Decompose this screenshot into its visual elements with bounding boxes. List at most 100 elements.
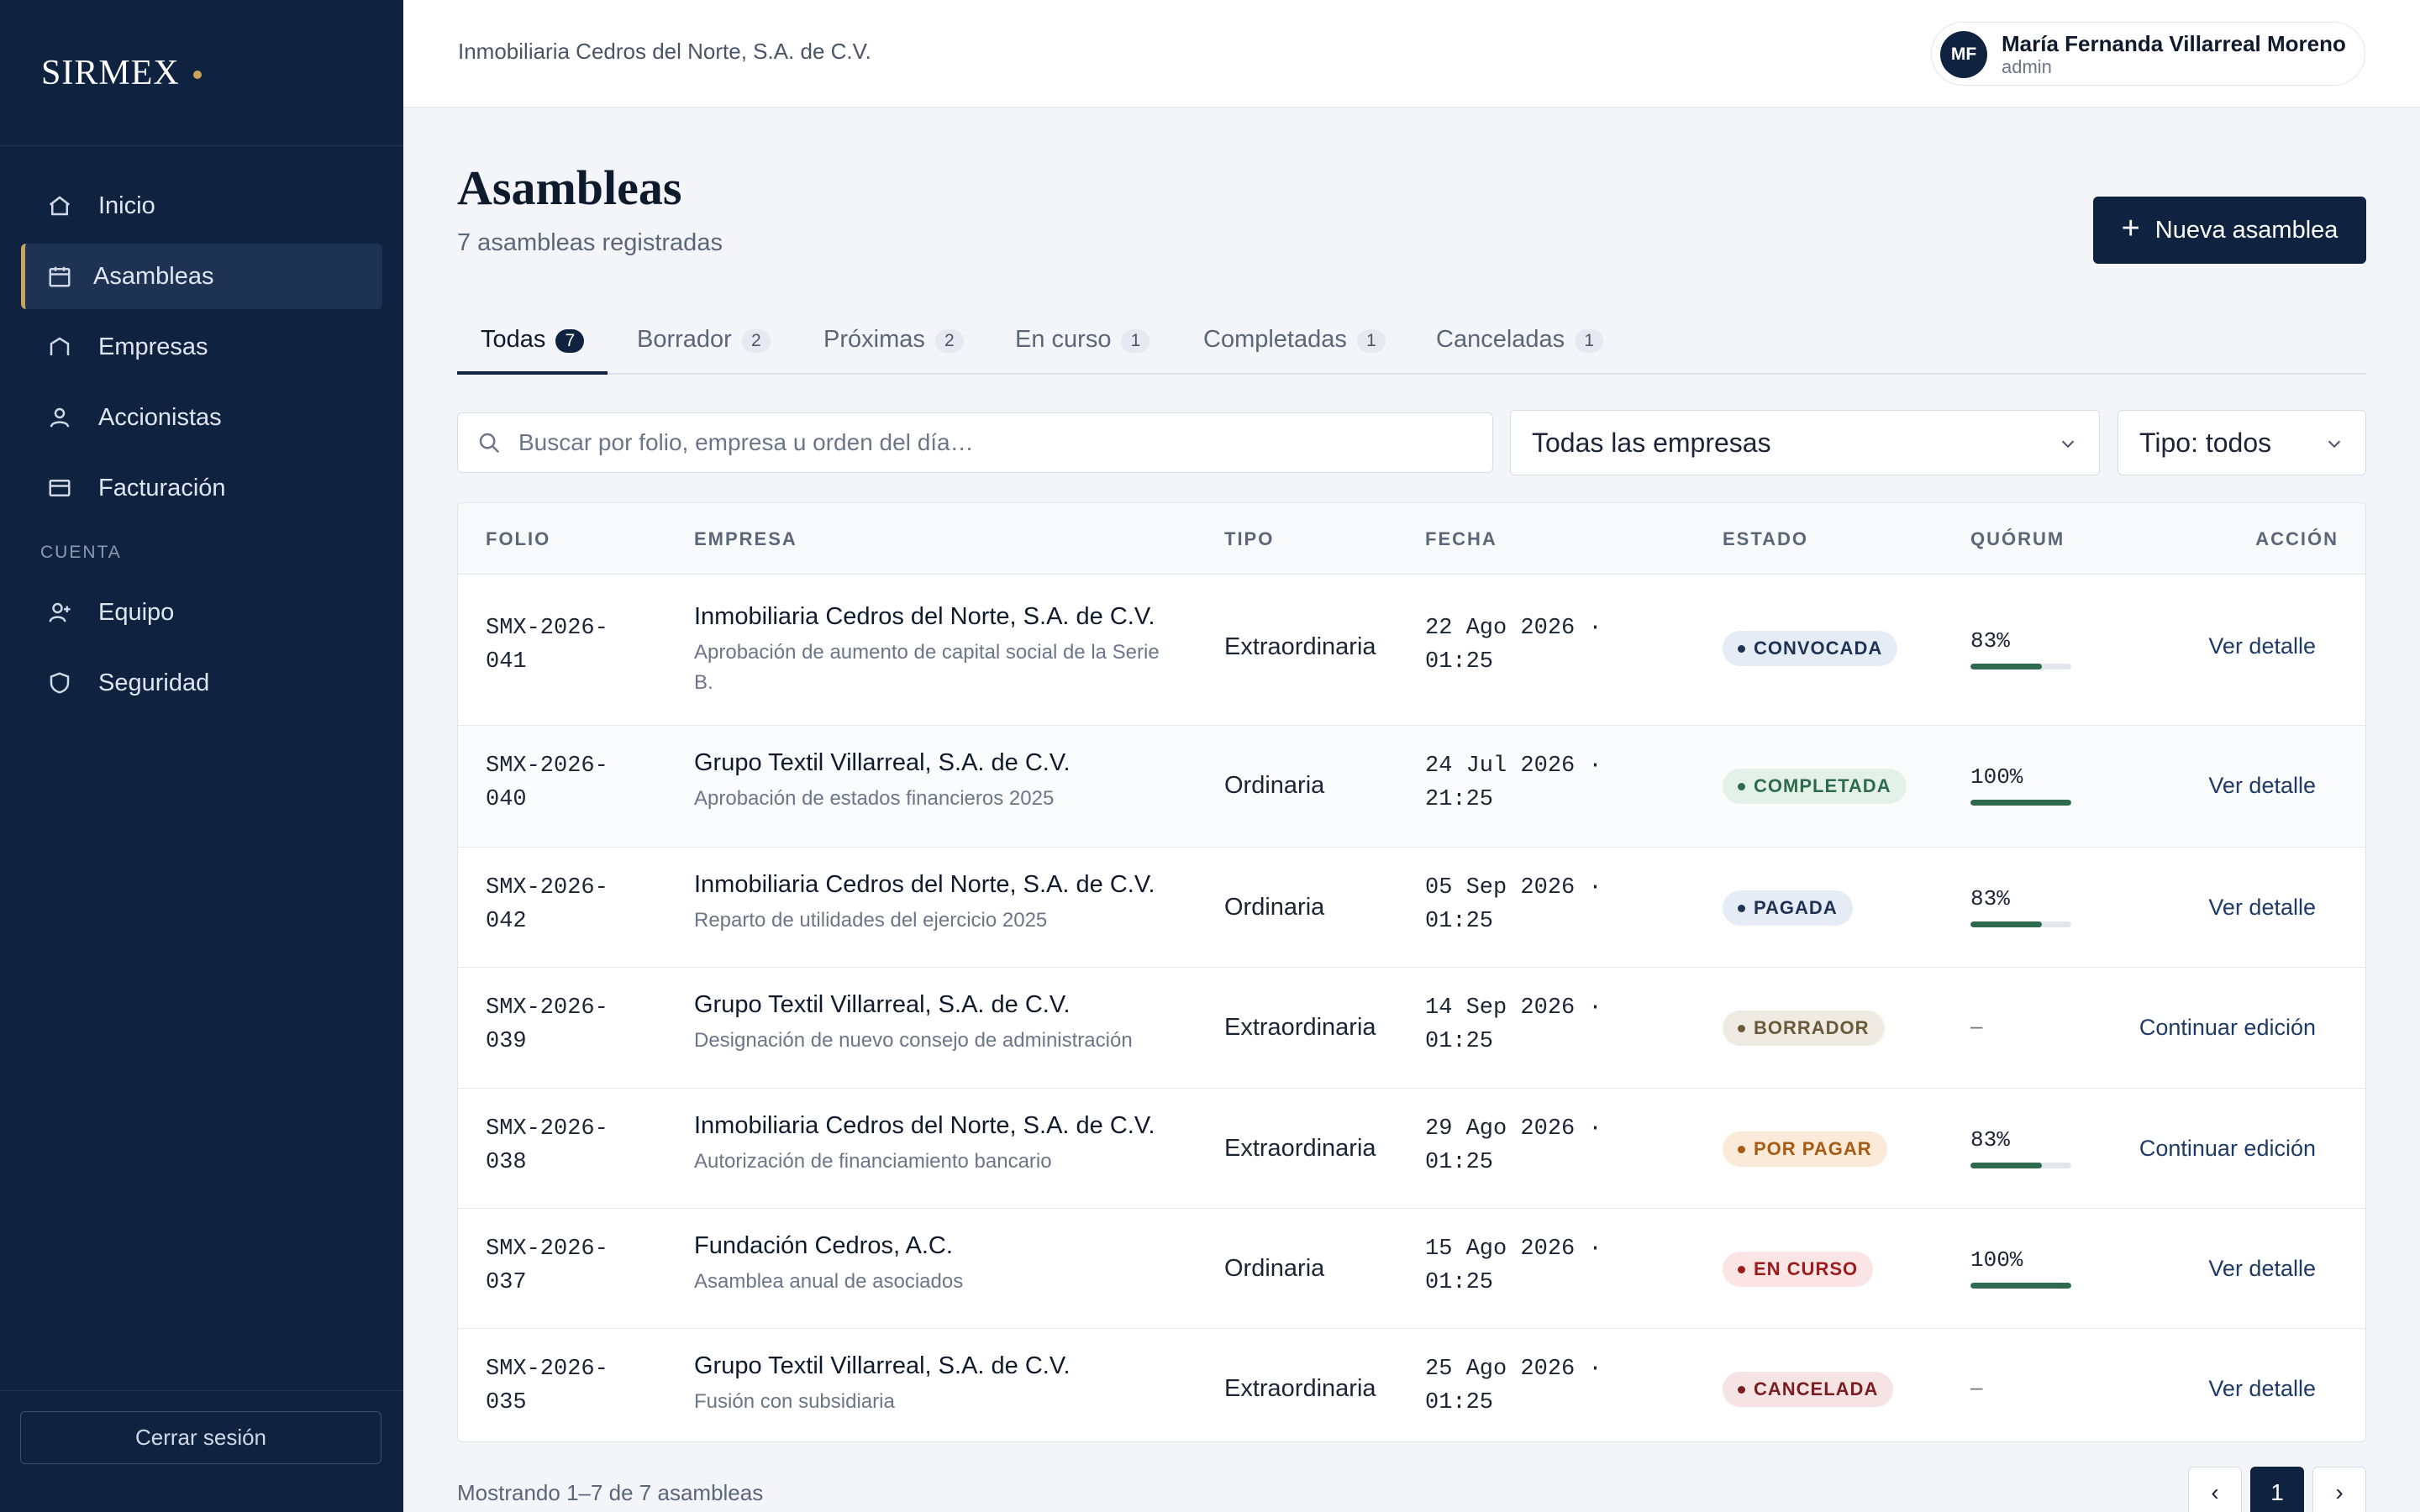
tab-borrador[interactable]: Borrador 2 [637,314,771,375]
status-badge: CONVOCADA [1723,631,1898,666]
tab-completadas[interactable]: Completadas 1 [1203,314,1386,375]
empresa-name: Grupo Textil Villarreal, S.A. de C.V. [694,1352,1071,1379]
estado-cell: CONVOCADA [1723,631,1898,666]
sidebar-item-label: Accionistas [98,403,222,431]
quorum-cell: 100% [1970,1247,2071,1289]
status-dot [1738,1145,1745,1153]
agenda-description: Aprobación de estados financieros 2025 [694,787,1055,810]
user-plus-icon [45,597,75,627]
tab-canceladas[interactable]: Canceladas 1 [1436,314,1604,375]
sidebar-item-label: Facturación [98,474,226,501]
tab-todas[interactable]: Todas 7 [457,314,608,375]
quorum-bar [1970,1283,2071,1289]
search-input[interactable] [518,429,1443,456]
tipo-cell: Ordinaria [1224,1255,1325,1282]
sidebar-item-accionistas[interactable]: Accionistas [21,385,382,450]
fecha-cell: 05 Sep 2026 · 01:25 [1425,871,1602,938]
page-1-button[interactable]: 1 [2250,1467,2304,1512]
sidebar-item-empresas[interactable]: Empresas [21,314,382,380]
table-row[interactable]: SMX-2026- 041 Inmobiliaria Cedros del No… [458,575,2365,726]
credit-card-icon [45,473,75,503]
tipo-cell: Extraordinaria [1224,1135,1376,1162]
folio-prefix: SMX-2026- [486,1116,608,1142]
column-header-folio[interactable]: FOLIO [486,528,551,549]
row-action-link[interactable]: Continuar edición [2139,1136,2316,1161]
folio-cell: SMX-2026- 040 [486,749,637,816]
column-header-quorum[interactable]: QUÓRUM [1970,528,2065,549]
row-action-link[interactable]: Ver detalle [2208,773,2316,798]
row-action-link[interactable]: Ver detalle [2208,1376,2316,1401]
table-row[interactable]: SMX-2026- 039 Grupo Textil Villarreal, S… [458,968,2365,1089]
tab-label: Completadas [1203,326,1347,353]
sidebar-item-facturacion[interactable]: Facturación [21,455,382,521]
table-row[interactable]: SMX-2026- 037 Fundación Cedros, A.C. Asa… [458,1209,2365,1329]
next-page-button[interactable]: › [2312,1467,2366,1512]
assemblies-table: FOLIO EMPRESA TIPO FECHA ESTADO QUÓRUM A… [457,502,2366,1442]
quorum-cell: – [1970,1374,1982,1400]
tab-proximas[interactable]: Próximas 2 [823,314,964,375]
quorum-bar-fill [1970,664,2042,669]
tab-en-curso[interactable]: En curso 1 [1015,314,1150,375]
status-dot [1738,782,1745,790]
tab-count: 2 [934,329,964,353]
folio-prefix: SMX-2026- [486,1357,608,1382]
column-header-tipo[interactable]: TIPO [1224,528,1275,549]
table-row[interactable]: SMX-2026- 042 Inmobiliaria Cedros del No… [458,848,2365,968]
row-action-link[interactable]: Ver detalle [2208,633,2316,659]
empresa-cell: Inmobiliaria Cedros del Norte, S.A. de C… [694,871,1173,936]
tab-label: Próximas [823,326,925,353]
row-action-link[interactable]: Ver detalle [2208,1256,2316,1281]
type-select[interactable]: Tipo: todos [2118,410,2366,475]
building-icon [45,332,75,362]
column-header-empresa[interactable]: EMPRESA [694,528,797,549]
status-dot [1738,1385,1745,1394]
row-action-link[interactable]: Ver detalle [2208,895,2316,920]
tab-count: 7 [555,329,585,353]
empresa-cell: Fundación Cedros, A.C. Asamblea anual de… [694,1232,1173,1297]
new-assembly-button[interactable]: + Nueva asamblea [2093,197,2366,264]
quorum-bar-fill [1970,1283,2071,1289]
shield-icon [45,668,75,698]
empresa-name: Grupo Textil Villarreal, S.A. de C.V. [694,749,1071,776]
sidebar-item-label: Empresas [98,333,208,360]
logout-button[interactable]: Cerrar sesión [20,1411,381,1464]
estado-cell: CANCELADA [1723,1372,1894,1407]
page-title: Asambleas [457,160,682,215]
sidebar-item-inicio[interactable]: Inicio [21,173,382,239]
sidebar-item-equipo[interactable]: Equipo [21,580,382,645]
sidebar-section-cuenta: CUENTA [40,543,122,562]
fecha-cell: 29 Ago 2026 · 01:25 [1425,1112,1602,1179]
fecha-time: 21:25 [1425,787,1494,812]
fecha-date: 24 Jul 2026 · [1425,753,1602,779]
sidebar-item-label: Seguridad [98,669,210,696]
table-row[interactable]: SMX-2026- 035 Grupo Textil Villarreal, S… [458,1329,2365,1441]
tipo-cell: Extraordinaria [1224,1375,1376,1402]
row-action-link[interactable]: Continuar edición [2139,1015,2316,1040]
brand-logo[interactable]: SIRMEX [41,53,180,92]
column-header-estado[interactable]: ESTADO [1723,528,1809,549]
tipo-cell: Extraordinaria [1224,633,1376,660]
home-icon [45,191,75,221]
quorum-bar [1970,1163,2071,1168]
column-header-fecha[interactable]: FECHA [1425,528,1497,549]
sidebar-item-label: Equipo [98,598,175,626]
user-menu[interactable]: MF María Fernanda Villarreal Moreno admi… [1931,22,2365,86]
fecha-cell: 22 Ago 2026 · 01:25 [1425,612,1602,679]
fecha-date: 15 Ago 2026 · [1425,1236,1602,1262]
table-row[interactable]: SMX-2026- 038 Inmobiliaria Cedros del No… [458,1089,2365,1209]
quorum-value: 100% [1970,1247,2023,1273]
topbar: Inmobiliaria Cedros del Norte, S.A. de C… [403,0,2420,108]
folio-cell: SMX-2026- 041 [486,612,637,679]
sidebar-item-asambleas[interactable]: Asambleas [21,244,382,309]
table-row[interactable]: SMX-2026- 040 Grupo Textil Villarreal, S… [458,726,2365,848]
avatar: MF [1940,31,1987,78]
company-select[interactable]: Todas las empresas [1510,410,2100,475]
sidebar-item-seguridad[interactable]: Seguridad [21,650,382,716]
estado-cell: POR PAGAR [1723,1131,1887,1167]
tab-label: En curso [1015,326,1112,353]
search-box [457,412,1493,473]
tab-count: 1 [1575,329,1604,353]
fecha-time: 01:25 [1425,1390,1494,1415]
status-badge: PAGADA [1723,890,1853,926]
prev-page-button[interactable]: ‹ [2188,1467,2242,1512]
